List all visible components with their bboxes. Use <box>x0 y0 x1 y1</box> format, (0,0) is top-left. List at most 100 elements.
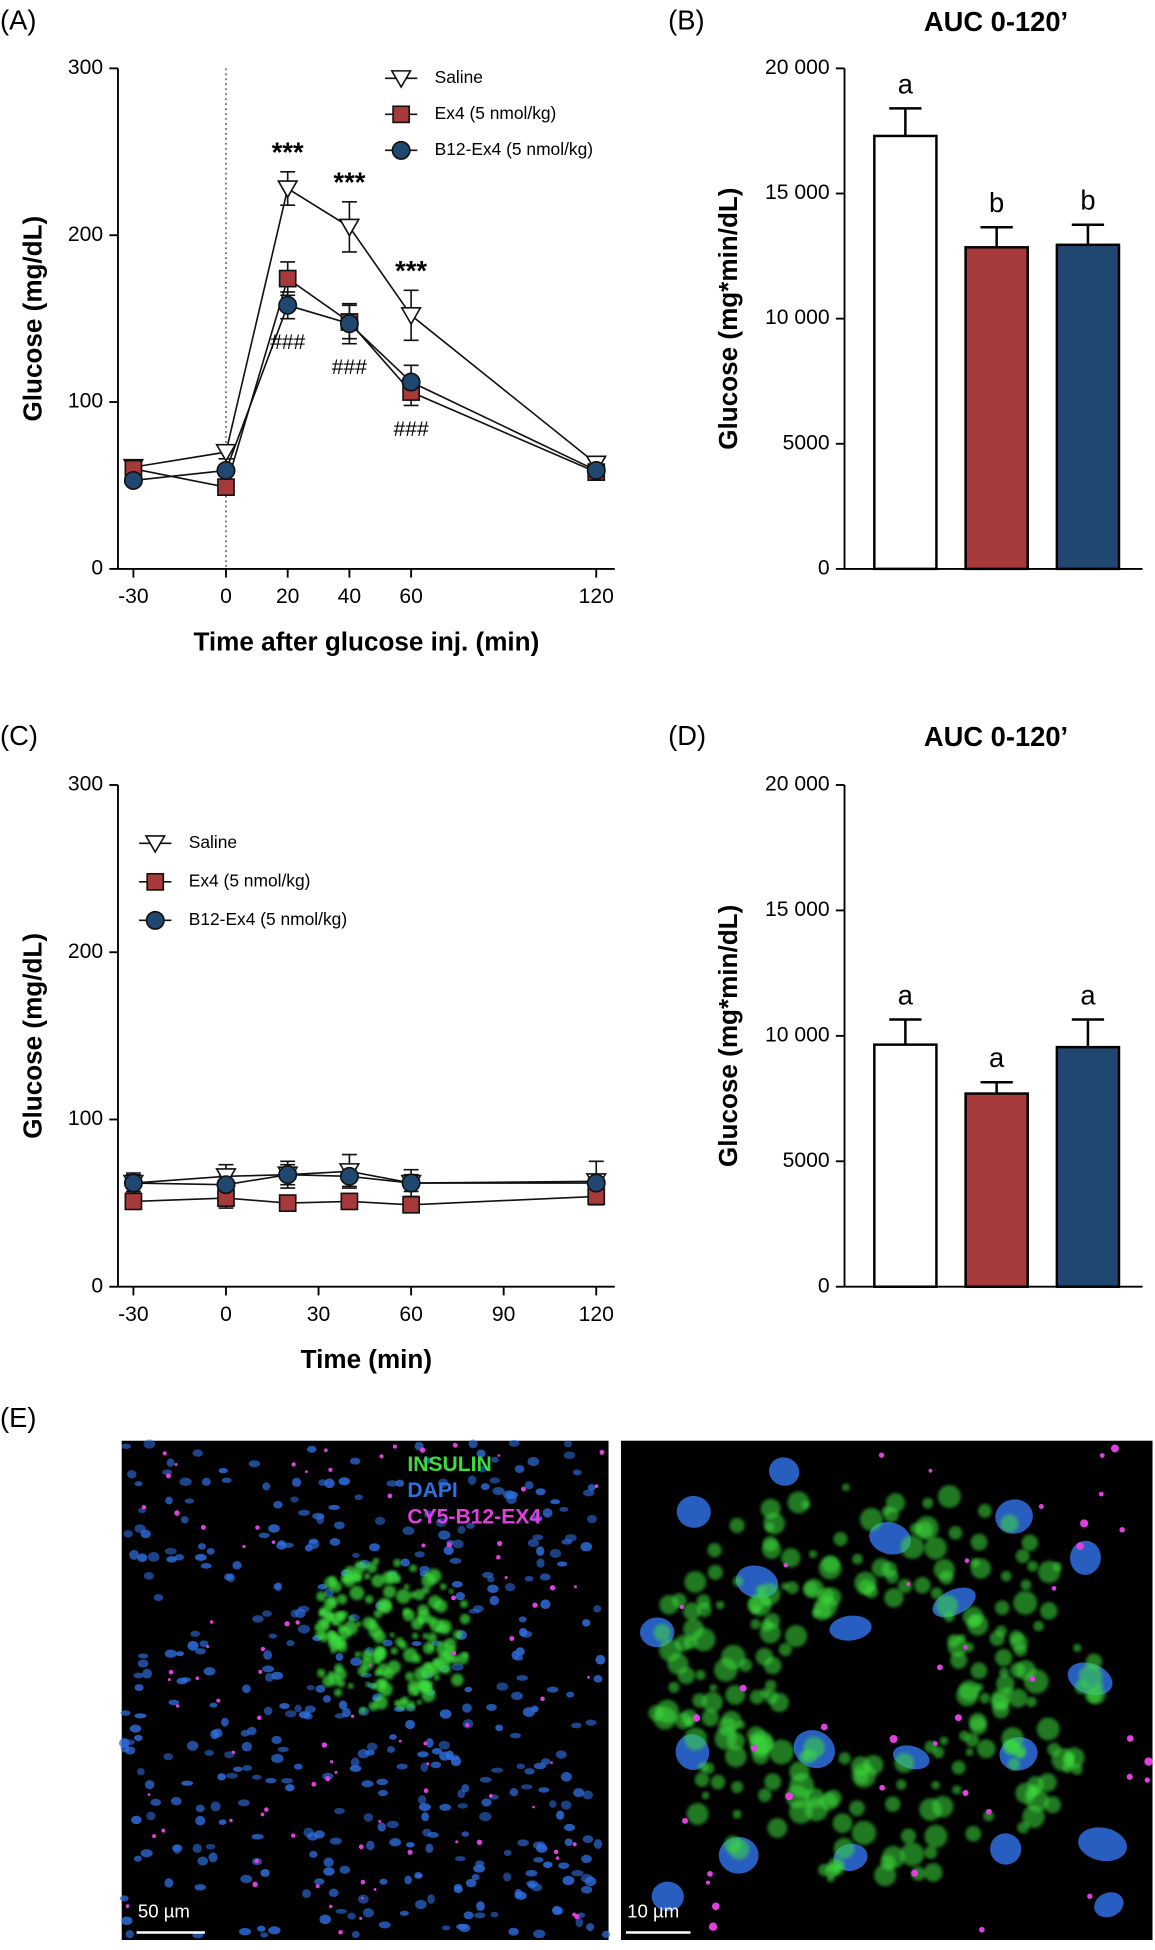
insulin-signal <box>701 1709 719 1727</box>
nucleus <box>540 1599 551 1610</box>
insulin-signal <box>1010 1662 1026 1678</box>
scale-bar-label: 50 µm <box>138 1901 190 1922</box>
cy5-signal <box>1144 1757 1153 1766</box>
nucleus <box>181 1780 194 1786</box>
nucleus <box>136 1768 145 1776</box>
insulin-signal <box>885 1570 899 1584</box>
nucleus <box>387 1746 395 1753</box>
data-point <box>278 269 297 288</box>
data-point <box>400 307 422 326</box>
nucleus <box>506 1494 517 1504</box>
nucleus <box>547 1686 559 1693</box>
nucleus <box>533 1857 544 1863</box>
insulin-signal <box>885 1493 906 1513</box>
series-line <box>133 1173 597 1186</box>
nucleus <box>475 1860 485 1868</box>
cy5-signal <box>785 1792 794 1801</box>
nucleus <box>134 1684 144 1691</box>
nucleus <box>334 1807 345 1815</box>
cy5-signal <box>361 1896 364 1900</box>
insulin-signal <box>427 1632 438 1643</box>
nucleus <box>560 1800 572 1810</box>
cy5-signal <box>264 1807 269 1812</box>
insulin-signal <box>1009 1630 1024 1645</box>
nucleus <box>271 1671 283 1680</box>
nucleus <box>549 1800 557 1808</box>
nucleus <box>297 1624 311 1634</box>
cy5-signal <box>705 1880 711 1885</box>
nucleus <box>241 1741 252 1752</box>
nucleus <box>121 1916 133 1925</box>
nucleus <box>298 1509 310 1516</box>
nucleus <box>524 1768 535 1775</box>
insulin-signal <box>439 1583 447 1590</box>
insulin-signal <box>802 1748 817 1764</box>
data-point <box>215 443 237 463</box>
nucleus <box>451 1580 463 1588</box>
insulin-signal <box>406 1700 416 1710</box>
legend-label: Ex4 (5 nmol/kg) <box>189 870 311 890</box>
nucleus <box>352 1552 360 1558</box>
micrograph-content <box>119 1439 1153 1939</box>
data-point <box>339 314 359 334</box>
nucleus <box>564 1838 573 1847</box>
x-tick-label: 30 <box>307 1303 330 1326</box>
insulin-signal <box>381 1571 395 1585</box>
nucleus <box>186 1740 199 1751</box>
nucleus <box>240 1874 253 1884</box>
nucleus <box>127 1470 137 1479</box>
cy5-signal <box>820 1723 828 1731</box>
insulin-signal <box>459 1613 471 1625</box>
nucleus <box>246 1726 257 1736</box>
nucleus <box>195 1804 205 1813</box>
cy5-signal <box>368 1664 372 1667</box>
nucleus <box>543 1861 553 1869</box>
insulin-signal <box>362 1649 373 1661</box>
x-tick-label: 120 <box>579 585 614 608</box>
nucleus <box>511 1691 523 1701</box>
y-axis-label: Glucose (mg/dL) <box>18 216 48 422</box>
cy5-signal <box>555 1856 560 1860</box>
insulin-signal <box>413 1589 425 1601</box>
insulin-signal <box>674 1634 692 1652</box>
insulin-signal <box>1001 1727 1024 1750</box>
insulin-signal <box>696 1602 712 1618</box>
nucleus <box>225 1772 238 1779</box>
insulin-signal <box>1071 1763 1083 1775</box>
nucleus <box>581 1854 592 1864</box>
nucleus <box>205 1843 216 1850</box>
nucleus <box>411 1641 422 1647</box>
insulin-signal <box>1021 1534 1039 1552</box>
nucleus <box>221 1717 229 1727</box>
insulin-signal <box>376 1598 392 1613</box>
insulin-signal <box>333 1688 343 1697</box>
insulin-signal <box>354 1651 362 1658</box>
y-tick-label: 0 <box>818 556 830 579</box>
nucleus <box>425 1843 434 1853</box>
insulin-signal <box>421 1573 436 1588</box>
nucleus <box>184 1498 195 1504</box>
nucleus <box>508 1439 520 1447</box>
nucleus <box>232 1561 242 1570</box>
x-tick-label: -30 <box>118 1303 149 1326</box>
nucleus <box>479 1811 492 1822</box>
cy5-signal <box>878 1452 885 1458</box>
nucleus <box>486 1703 497 1711</box>
insulin-signal <box>785 1624 808 1648</box>
cy5-signal <box>936 1664 943 1671</box>
bar <box>964 246 1029 571</box>
nucleus <box>461 1831 470 1837</box>
insulin-signal <box>930 1587 943 1600</box>
insulin-signal <box>316 1668 326 1678</box>
nucleus <box>164 1547 177 1555</box>
data-point <box>276 180 299 199</box>
bar <box>1055 1045 1121 1288</box>
significance-marker: ### <box>393 418 428 441</box>
insulin-signal <box>852 1553 863 1565</box>
cy5-signal <box>256 1715 262 1721</box>
nucleus <box>530 1514 543 1522</box>
nucleus <box>142 1668 152 1679</box>
insulin-signal <box>701 1691 723 1713</box>
insulin-signal <box>849 1800 865 1817</box>
